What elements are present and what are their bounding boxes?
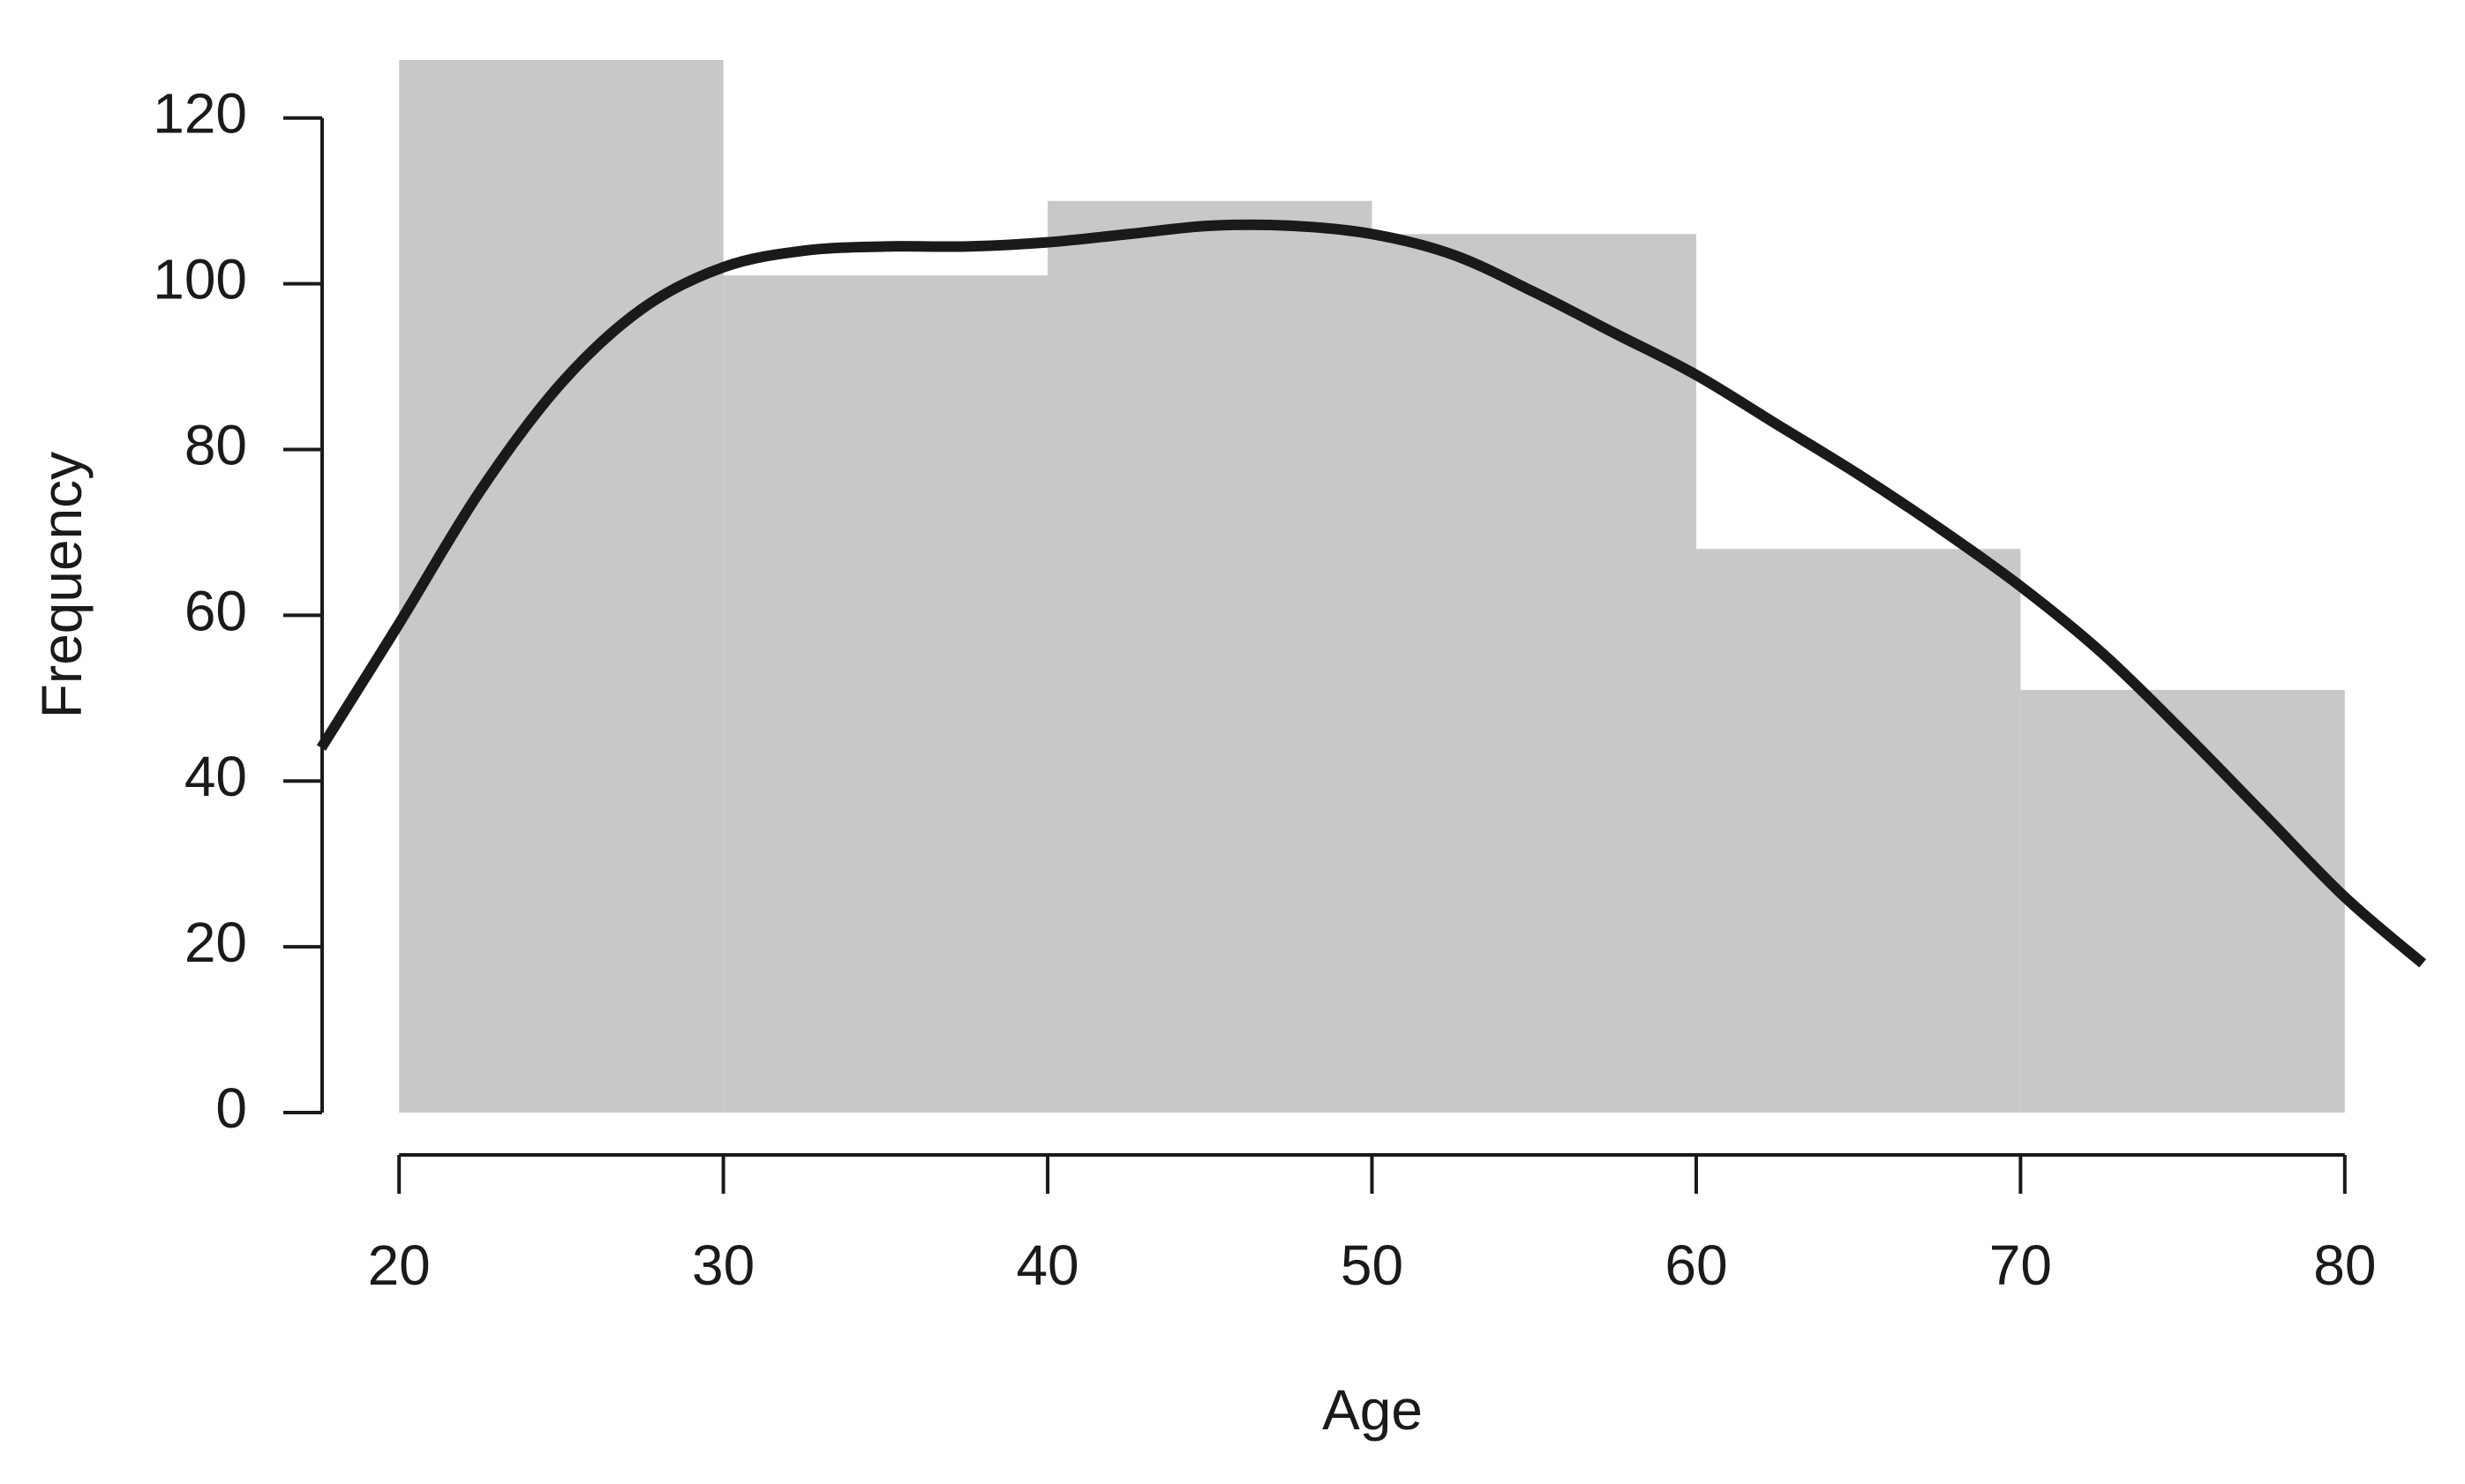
bar xyxy=(399,60,724,1113)
x-tick-label: 70 xyxy=(1989,1233,2052,1297)
y-tick-label: 20 xyxy=(184,911,247,974)
density-curve xyxy=(316,219,2426,968)
x-tick-label: 60 xyxy=(1665,1233,1727,1297)
x-tick-label: 30 xyxy=(692,1233,755,1297)
bar xyxy=(723,275,1048,1113)
x-tick-label: 20 xyxy=(368,1233,431,1297)
x-tick-label: 80 xyxy=(2313,1233,2376,1297)
y-tick-label: 0 xyxy=(215,1076,247,1140)
bar xyxy=(1372,234,1696,1113)
y-axis-label: Frequency xyxy=(30,452,94,718)
bar xyxy=(1695,549,2021,1113)
bar xyxy=(1048,200,1372,1113)
x-tick-label: 40 xyxy=(1016,1233,1078,1297)
y-tick-label: 60 xyxy=(184,579,247,642)
y-tick-label: 100 xyxy=(153,248,247,311)
bar xyxy=(2020,689,2345,1113)
y-tick-label: 40 xyxy=(184,745,247,808)
y-tick-label: 120 xyxy=(153,82,247,146)
x-tick-label: 50 xyxy=(1341,1233,1403,1297)
y-tick-label: 80 xyxy=(184,413,247,476)
x-axis-label: Age xyxy=(1322,1378,1423,1442)
